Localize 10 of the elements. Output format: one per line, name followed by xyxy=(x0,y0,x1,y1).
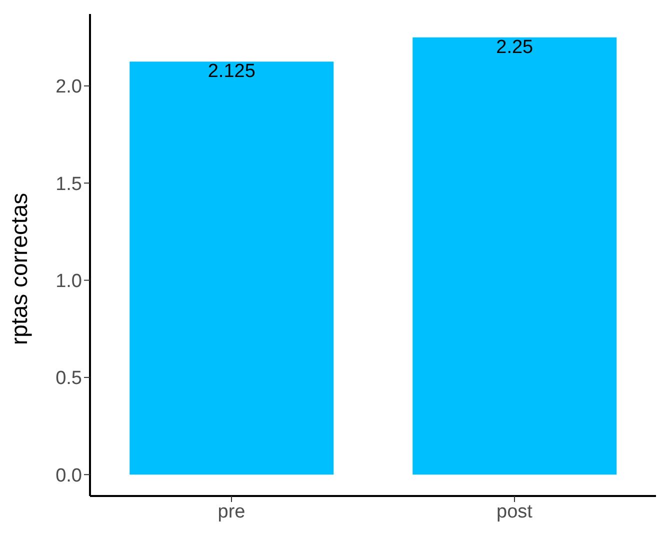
y-axis-title: rptas correctas xyxy=(6,192,32,345)
text: 0.0 xyxy=(56,465,82,486)
text: 1.5 xyxy=(56,174,82,195)
x-tick-label: post xyxy=(496,501,534,522)
text: 1.0 xyxy=(56,271,82,292)
data-label: 2.25 xyxy=(496,36,534,58)
data-label: 2.125 xyxy=(208,61,256,82)
text: 0.5 xyxy=(56,368,82,390)
text: 2.0 xyxy=(56,76,82,98)
x-tick-label: pre xyxy=(218,501,246,522)
